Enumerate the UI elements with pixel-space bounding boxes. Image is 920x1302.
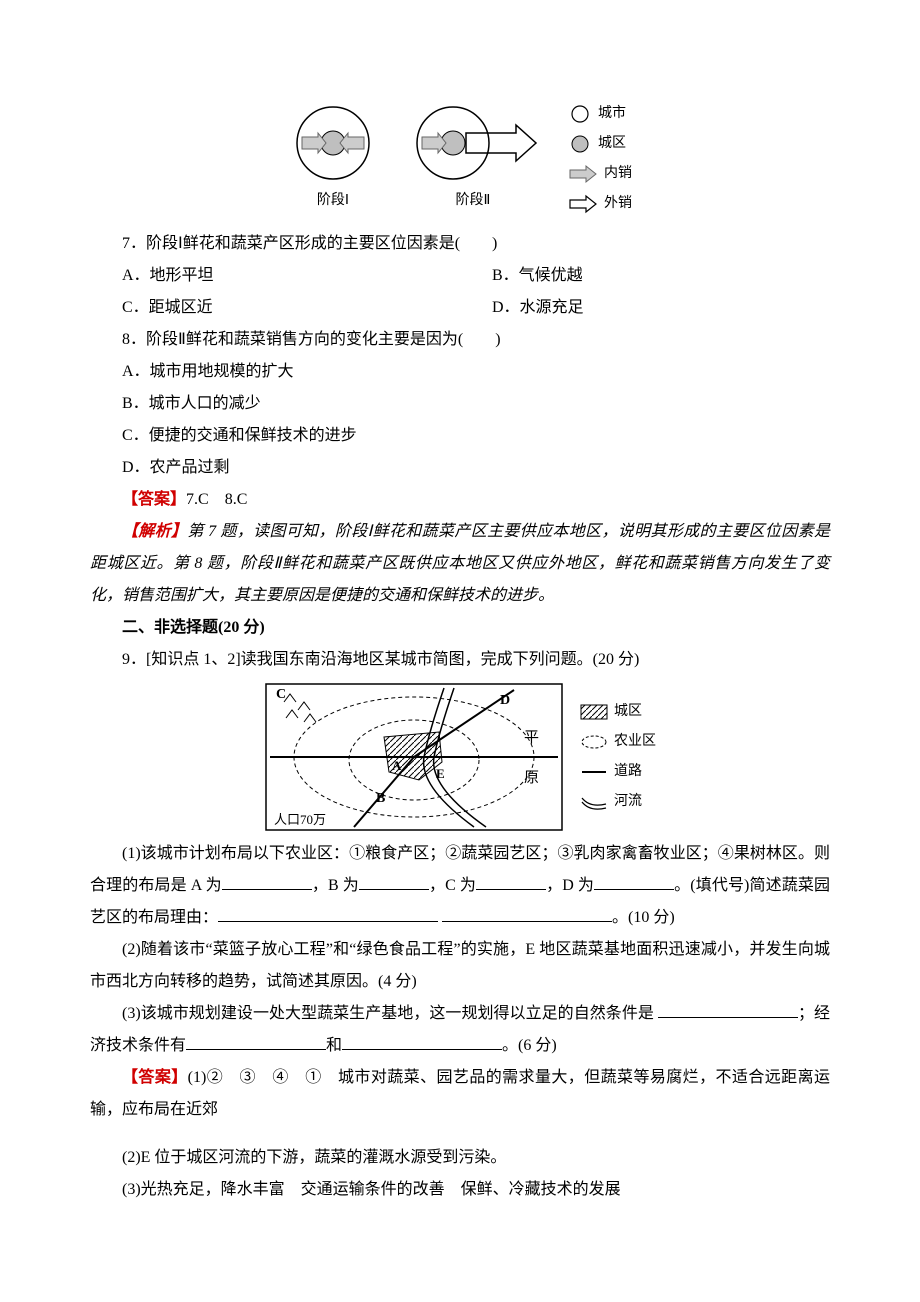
stage-diagram-row: 阶段Ⅰ 阶段Ⅱ 城市 城区 内销 外销 [90,100,830,218]
legend-agri: 农业区 [580,728,656,756]
q9-sub1-b: ，B 为 [312,877,359,894]
svg-text:原: 原 [524,770,539,786]
answer-7-8: 【答案】7.C 8.C [90,484,830,516]
stage-2-label: 阶段Ⅱ [456,187,491,215]
legend-road-label: 道路 [614,758,642,786]
answer-7-8-text: 7.C 8.C [186,491,247,508]
stage-2-svg [408,103,538,183]
answer-9-line1: 【答案】(1)② ③ ④ ① 城市对蔬菜、园艺品的需求量大，但蔬菜等易腐烂，不适… [90,1062,830,1126]
diagram-legend: 城市 城区 内销 外销 [568,100,632,218]
q8-optC: C．便捷的交通和保鲜技术的进步 [90,420,830,452]
legend-domestic: 内销 [568,160,632,188]
section-2-head: 二、非选择题(20 分) [90,612,830,644]
legend-river-label: 河流 [614,788,642,816]
stage-1-label: 阶段Ⅰ [317,187,349,215]
svg-text:D: D [500,693,510,708]
legend-urban-label: 城区 [614,698,642,726]
q7-row-cd: C．距城区近 D．水源充足 [90,292,830,324]
legend-river: 河流 [580,788,656,816]
legend-district-label: 城区 [598,130,626,158]
legend-export: 外销 [568,190,632,218]
legend-city-label: 城市 [598,100,626,128]
answer-9-text1: (1)② ③ ④ ① 城市对蔬菜、园艺品的需求量大，但蔬菜等易腐烂，不适合远距离… [90,1069,830,1118]
stage-1-diagram: 阶段Ⅰ [288,103,378,215]
q9-sub2: (2)随着该市“菜篮子放心工程”和“绿色食品工程”的实施，E 地区蔬菜基地面积迅… [90,934,830,998]
q9-map-box: C D A B E 平 原 人口70万 城区 农业区 道路 河 [264,682,656,832]
q8-optB: B．城市人口的减少 [90,388,830,420]
q9-sub3-a: (3)该城市规划建设一处大型蔬菜生产基地，这一规划得以立足的自然条件是 [122,1005,654,1022]
q9-sub1-c: ，C 为 [429,877,476,894]
q9-sub3-d: 。(6 分) [502,1037,557,1054]
q7-stem: 7．阶段Ⅰ鲜花和蔬菜产区形成的主要区位因素是( ) [90,228,830,260]
q9-sub1: (1)该城市计划布局以下农业区：①粮食产区；②蔬菜园艺区；③乳肉家禽畜牧业区；④… [90,838,830,934]
svg-text:人口70万: 人口70万 [274,812,326,827]
legend-domestic-label: 内销 [604,160,632,188]
legend-district: 城区 [568,130,632,158]
answer-9-line2: (2)E 位于城区河流的下游，蔬菜的灌溉水源受到污染。 [90,1142,830,1174]
svg-text:C: C [276,687,286,702]
q9-sub3-c: 和 [326,1037,342,1054]
analysis-7-8: 【解析】第 7 题，读图可知，阶段Ⅰ鲜花和蔬菜产区主要供应本地区，说明其形成的主… [90,516,830,612]
q9-map-legend: 城区 农业区 道路 河流 [580,698,656,816]
svg-text:A: A [392,758,402,773]
answer-label: 【答案】 [122,491,186,508]
legend-export-label: 外销 [604,190,632,218]
legend-road: 道路 [580,758,656,786]
stage-1-svg [288,103,378,183]
answer-9-line3: (3)光热充足，降水丰富 交通运输条件的改善 保鲜、冷藏技术的发展 [90,1174,830,1206]
q9-sub1-tail: 。(10 分) [612,909,675,926]
answer-9-label: 【答案】 [122,1069,188,1086]
q7-row-ab: A．地形平坦 B．气候优越 [90,260,830,292]
q8-stem: 8．阶段Ⅱ鲜花和蔬菜销售方向的变化主要是因为( ) [90,324,830,356]
analysis-7-8-text: 第 7 题，读图可知，阶段Ⅰ鲜花和蔬菜产区主要供应本地区，说明其形成的主要区位因… [90,523,830,604]
svg-text:平: 平 [524,730,539,746]
q9-map-wrap: C D A B E 平 原 人口70万 城区 农业区 道路 河 [90,682,830,832]
stage-2-diagram: 阶段Ⅱ [408,103,538,215]
q8-optD: D．农产品过剩 [90,452,830,484]
q7-optC: C．距城区近 [90,292,460,324]
q9-map-svg: C D A B E 平 原 人口70万 [264,682,564,832]
q7-optB: B．气候优越 [460,260,583,292]
q8-optA: A．城市用地规模的扩大 [90,356,830,388]
analysis-label: 【解析】 [122,523,187,540]
svg-text:E: E [436,766,445,781]
legend-urban: 城区 [580,698,656,726]
q9-sub1-d: ，D 为 [546,877,594,894]
q9-sub3: (3)该城市规划建设一处大型蔬菜生产基地，这一规划得以立足的自然条件是 ；经济技… [90,998,830,1062]
q7-optD: D．水源充足 [460,292,584,324]
q9-stem: 9．[知识点 1、2]读我国东南沿海地区某城市简图，完成下列问题。(20 分) [90,644,830,676]
legend-city: 城市 [568,100,632,128]
svg-text:B: B [376,791,385,806]
q7-optA: A．地形平坦 [90,260,460,292]
legend-agri-label: 农业区 [614,728,656,756]
